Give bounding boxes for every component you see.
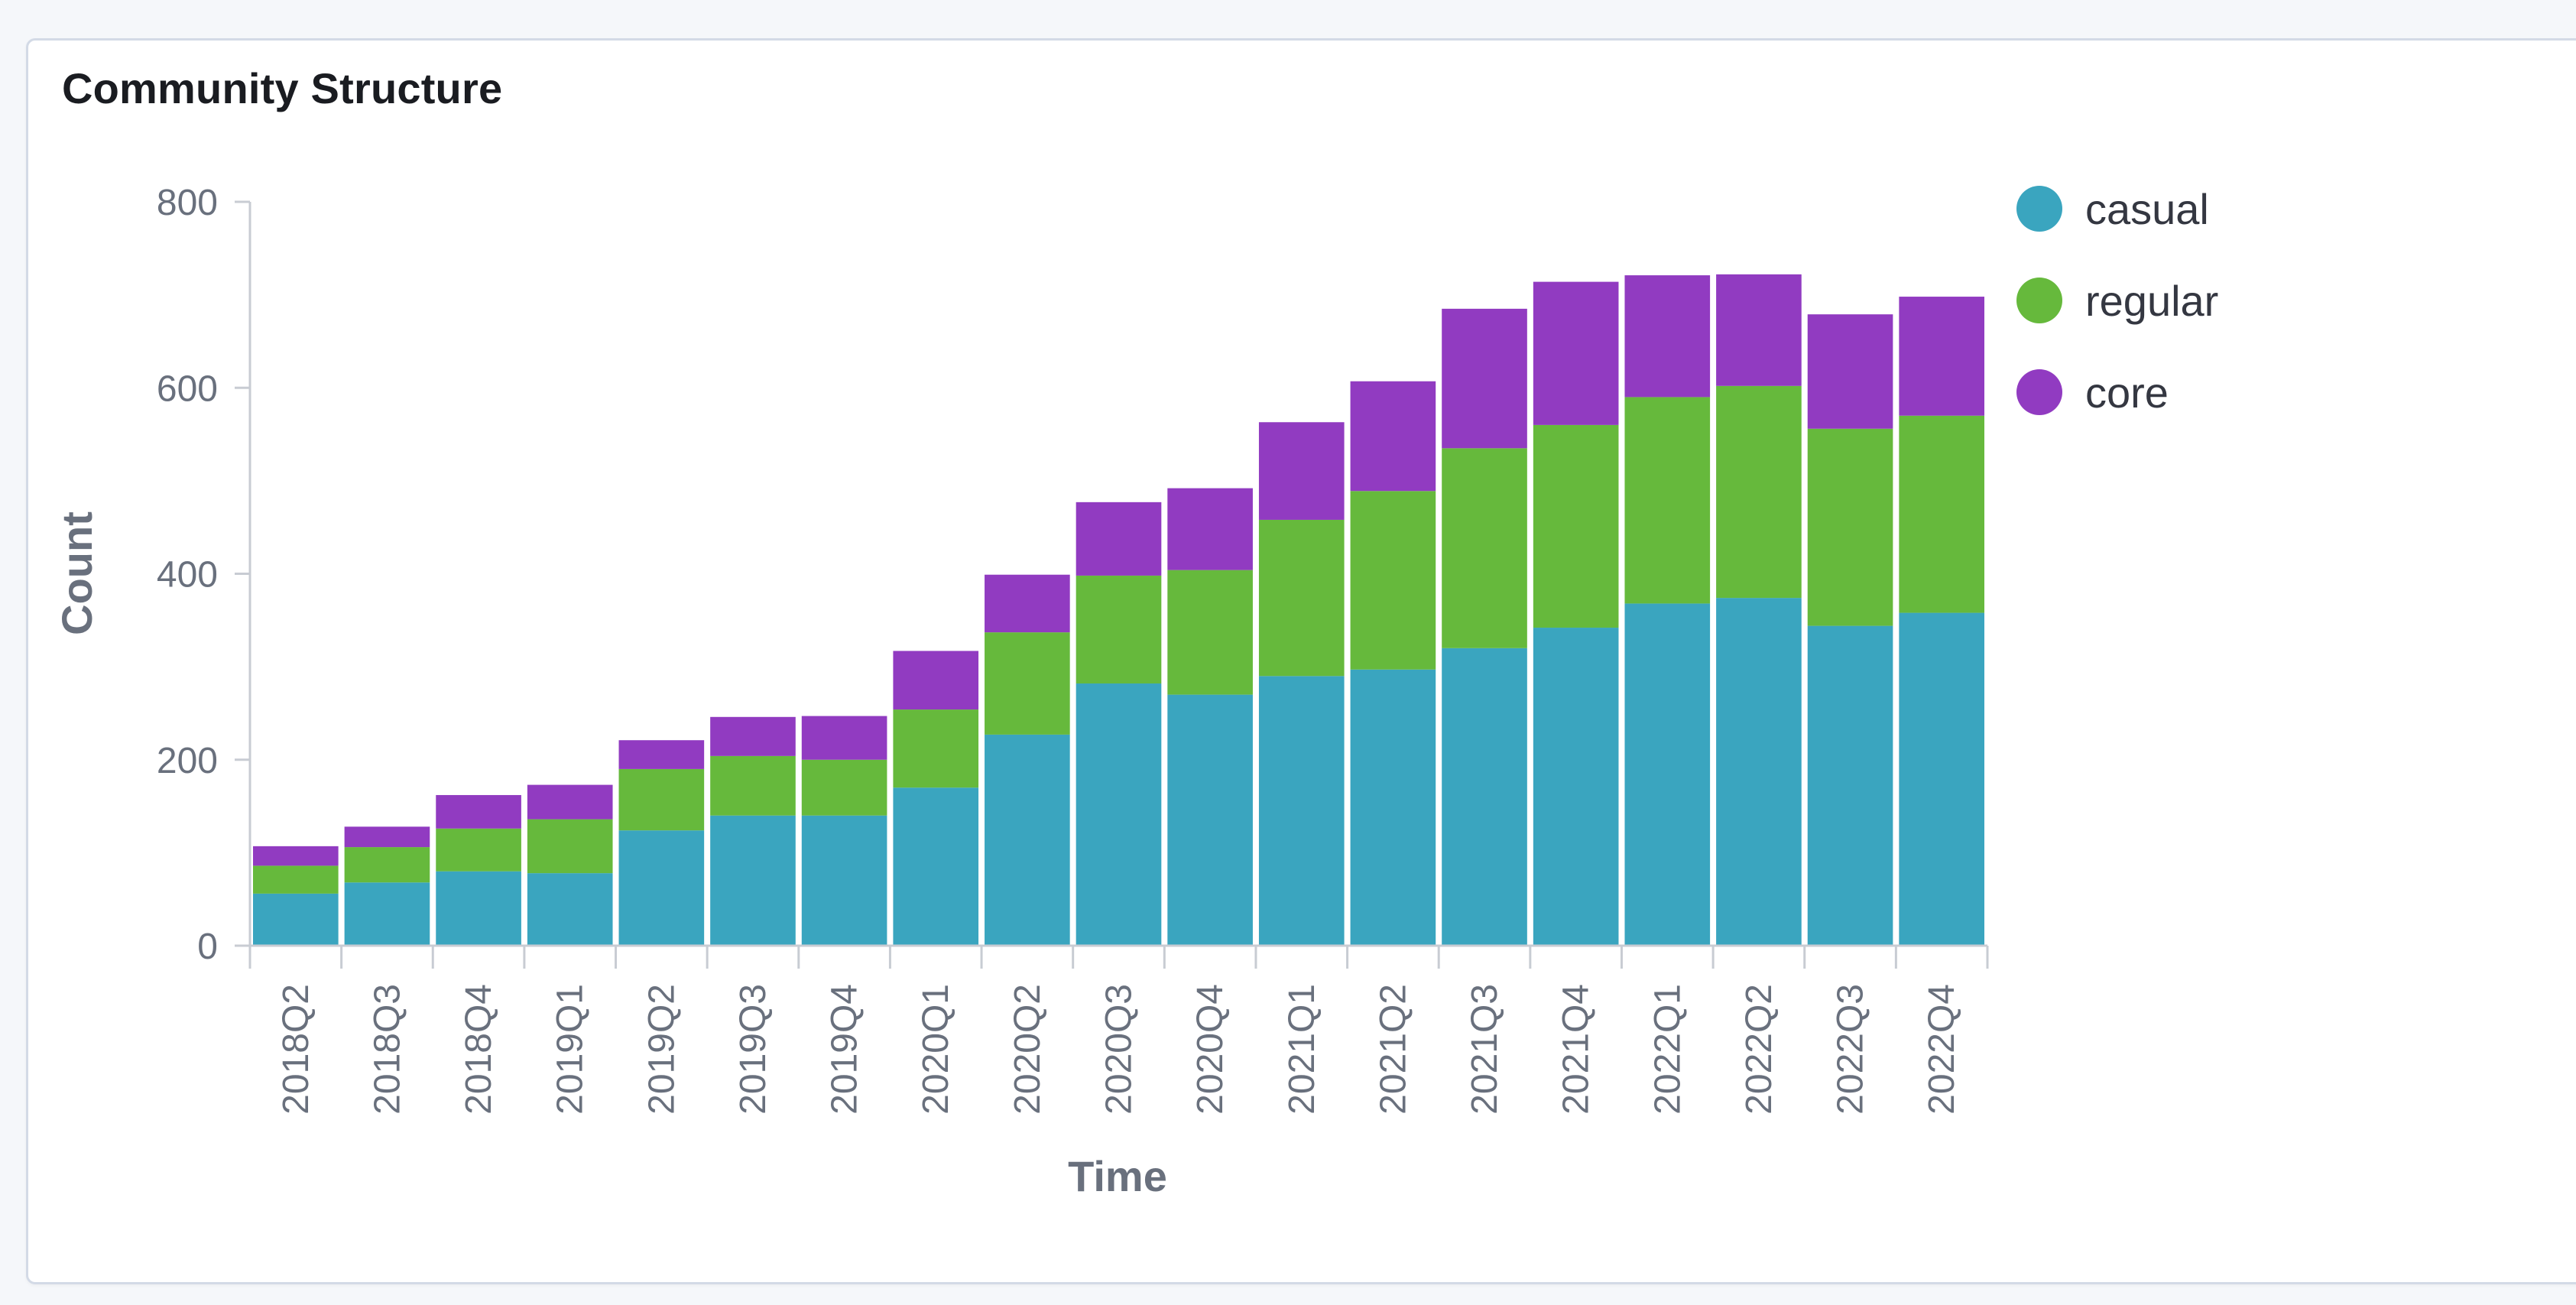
bar-regular-2022Q2 bbox=[1716, 385, 1802, 599]
bar-casual-2020Q3 bbox=[1075, 683, 1162, 946]
x-tick-label: 2019Q4 bbox=[825, 984, 865, 1115]
x-tick-label: 2019Q2 bbox=[641, 984, 682, 1115]
bar-regular-2022Q1 bbox=[1624, 397, 1711, 604]
x-tick-label: 2022Q3 bbox=[1831, 984, 1871, 1115]
bar-casual-2019Q4 bbox=[801, 815, 887, 946]
bar-regular-2019Q1 bbox=[527, 819, 613, 874]
bar-core-2019Q4 bbox=[801, 716, 887, 760]
bar-casual-2019Q2 bbox=[618, 830, 705, 946]
bar-casual-2020Q1 bbox=[893, 787, 979, 946]
bar-regular-2021Q1 bbox=[1258, 519, 1345, 677]
bar-regular-2018Q3 bbox=[344, 847, 430, 883]
bar-core-2019Q1 bbox=[527, 784, 613, 820]
bar-core-2020Q4 bbox=[1167, 488, 1253, 570]
y-tick-label: 800 bbox=[157, 183, 218, 223]
panel-title: Community Structure bbox=[62, 64, 503, 112]
legend-label-core: core bbox=[2085, 368, 2169, 417]
y-axis-title: Count bbox=[53, 511, 101, 635]
bar-core-2022Q4 bbox=[1899, 297, 1984, 416]
x-tick-label: 2019Q1 bbox=[550, 984, 591, 1115]
bar-regular-2020Q3 bbox=[1075, 575, 1162, 684]
bar-regular-2018Q4 bbox=[436, 828, 521, 872]
bar-core-2020Q2 bbox=[985, 574, 1070, 633]
bar-casual-2019Q1 bbox=[527, 873, 613, 946]
bar-core-2018Q2 bbox=[253, 846, 339, 866]
x-tick-label: 2022Q2 bbox=[1739, 984, 1780, 1115]
x-tick-label: 2019Q3 bbox=[733, 984, 774, 1115]
y-tick-label: 600 bbox=[157, 368, 218, 409]
bar-casual-2021Q1 bbox=[1258, 676, 1345, 946]
x-axis: 2018Q2 2018Q3 2018Q4 2019Q1 2019Q2 2019Q3 2019… bbox=[248, 944, 1989, 1115]
x-tick-label: 2018Q2 bbox=[276, 984, 316, 1115]
bar-casual-2019Q3 bbox=[710, 815, 796, 946]
x-axis-title: Time bbox=[1068, 1152, 1167, 1200]
bar-regular-2020Q2 bbox=[985, 632, 1070, 735]
bar-casual-2022Q1 bbox=[1624, 603, 1711, 946]
x-tick-label: 2020Q4 bbox=[1190, 984, 1231, 1115]
bar-core-2021Q1 bbox=[1258, 422, 1345, 520]
bar-regular-2022Q3 bbox=[1807, 428, 1893, 626]
legend-swatch-regular bbox=[2016, 278, 2062, 323]
bar-regular-2018Q2 bbox=[253, 865, 339, 894]
x-tick-label: 2022Q4 bbox=[1922, 984, 1962, 1115]
bar-casual-2018Q2 bbox=[253, 893, 339, 946]
bar-regular-2019Q4 bbox=[801, 759, 887, 816]
bar-core-2021Q4 bbox=[1533, 281, 1619, 425]
bar-casual-2021Q3 bbox=[1442, 648, 1527, 946]
x-tick-label: 2020Q1 bbox=[916, 984, 956, 1115]
bar-core-2018Q4 bbox=[436, 794, 521, 829]
x-tick-label: 2021Q2 bbox=[1373, 984, 1413, 1115]
bar-casual-2022Q2 bbox=[1716, 598, 1802, 946]
bar-core-2022Q3 bbox=[1807, 314, 1893, 429]
x-tick-label: 2020Q3 bbox=[1099, 984, 1140, 1115]
x-tick-label: 2021Q1 bbox=[1282, 984, 1322, 1115]
x-tick-label: 2021Q3 bbox=[1465, 984, 1505, 1115]
bar-casual-2020Q4 bbox=[1167, 694, 1253, 946]
bar-casual-2020Q2 bbox=[985, 734, 1070, 946]
y-axis: 0 200 400 600 800 bbox=[157, 183, 251, 969]
legend-swatch-core bbox=[2016, 369, 2062, 415]
bar-casual-2018Q3 bbox=[344, 882, 430, 946]
bar-core-2022Q1 bbox=[1624, 275, 1711, 398]
bar-casual-2021Q2 bbox=[1350, 669, 1436, 946]
legend-swatch-casual bbox=[2016, 186, 2062, 232]
x-tick-label: 2020Q2 bbox=[1007, 984, 1048, 1115]
x-tick-label: 2022Q1 bbox=[1647, 984, 1688, 1115]
y-tick-label: 200 bbox=[157, 741, 218, 781]
bar-core-2022Q2 bbox=[1716, 274, 1802, 386]
bar-core-2018Q3 bbox=[344, 826, 430, 848]
bar-casual-2021Q4 bbox=[1533, 628, 1619, 946]
bar-regular-2019Q3 bbox=[710, 755, 796, 816]
bar-regular-2021Q4 bbox=[1533, 424, 1619, 628]
bar-regular-2021Q3 bbox=[1442, 448, 1527, 648]
bar-casual-2022Q4 bbox=[1899, 612, 1984, 946]
bar-core-2021Q2 bbox=[1350, 381, 1436, 492]
bar-core-2020Q3 bbox=[1075, 502, 1162, 576]
legend: casual regular core bbox=[2016, 185, 2218, 417]
x-tick-label: 2018Q4 bbox=[459, 984, 499, 1115]
bar-casual-2022Q3 bbox=[1807, 625, 1893, 946]
bar-regular-2019Q2 bbox=[618, 768, 705, 831]
bar-regular-2020Q1 bbox=[893, 709, 979, 788]
bar-regular-2021Q2 bbox=[1350, 491, 1436, 670]
bar-regular-2020Q4 bbox=[1167, 570, 1253, 695]
bar-core-2019Q2 bbox=[618, 740, 705, 769]
bar-regular-2022Q4 bbox=[1899, 415, 1984, 613]
bar-core-2020Q1 bbox=[893, 651, 979, 710]
y-tick-label: 400 bbox=[157, 555, 218, 596]
legend-label-regular: regular bbox=[2085, 277, 2218, 325]
bar-core-2019Q3 bbox=[710, 716, 796, 756]
y-tick-label: 0 bbox=[197, 927, 218, 967]
x-tick-label: 2021Q4 bbox=[1556, 984, 1597, 1115]
bars-group bbox=[253, 274, 1984, 946]
legend-label-casual: casual bbox=[2085, 185, 2209, 233]
bar-core-2021Q3 bbox=[1442, 308, 1527, 449]
x-tick-label: 2018Q3 bbox=[367, 984, 407, 1115]
bar-casual-2018Q4 bbox=[436, 871, 521, 946]
